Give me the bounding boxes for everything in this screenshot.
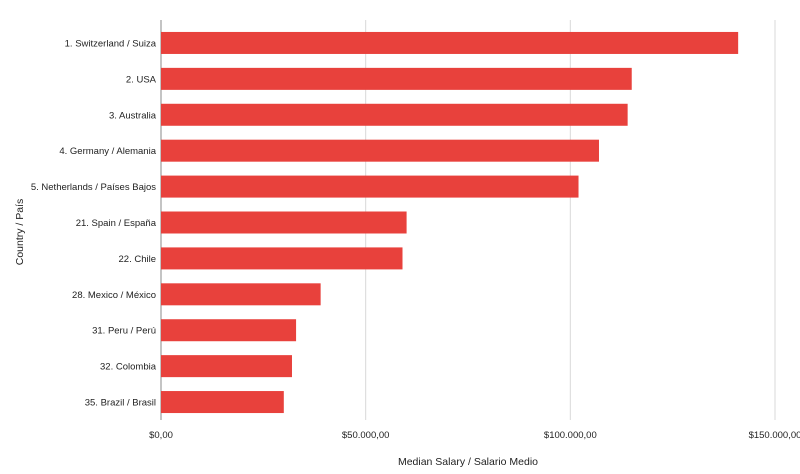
category-label-32-colombia: 32. Colombia (100, 362, 157, 373)
category-label-31-peru-peru: 31. Peru / Perú (92, 326, 156, 337)
category-label-3-australia: 3. Australia (109, 110, 157, 121)
bar-1-switzerland-suiza (161, 31, 739, 54)
x-tick-label-3: $150.000,00 (749, 430, 800, 441)
x-tick-labels: $0,00 $50.000,00 $100.000,00 $150.000,00 (149, 430, 800, 441)
category-label-21-spain-espana: 21. Spain / España (76, 218, 157, 229)
x-tick-label-0: $0,00 (149, 430, 173, 441)
category-label-2-usa: 2. USA (126, 74, 157, 85)
bar-5-netherlands-paises-bajos (161, 175, 579, 198)
category-labels: 1. Switzerland / Suiza 2. USA 3. Australia… (31, 38, 157, 408)
bar-35-brazil-brasil (161, 391, 284, 414)
y-axis-title: Country / País (14, 199, 26, 266)
category-label-28-mexico-mexico: 28. Mexico / México (72, 290, 156, 301)
bar-21-spain-espana (161, 211, 407, 234)
x-tick-label-2: $100.000,00 (544, 430, 597, 441)
bars-group (161, 31, 739, 414)
bar-2-usa (161, 67, 632, 90)
bar-31-peru-peru (161, 319, 297, 342)
bar-28-mexico-mexico (161, 283, 321, 306)
bar-4-germany-alemania (161, 139, 599, 162)
category-label-4-germany-alemania: 4. Germany / Alemania (59, 146, 156, 157)
bar-22-chile (161, 247, 403, 270)
category-label-5-netherlands-paises-bajos: 5. Netherlands / Países Bajos (31, 182, 156, 193)
category-label-22-chile: 22. Chile (119, 254, 157, 265)
bar-32-colombia (161, 355, 292, 378)
x-axis-title: Median Salary / Salario Medio (398, 456, 538, 468)
category-label-35-brazil-brasil: 35. Brazil / Brasil (85, 398, 156, 409)
category-label-1-switzerland-suiza: 1. Switzerland / Suiza (65, 38, 157, 49)
x-tick-label-1: $50.000,00 (342, 430, 390, 441)
bar-3-australia (161, 103, 628, 126)
